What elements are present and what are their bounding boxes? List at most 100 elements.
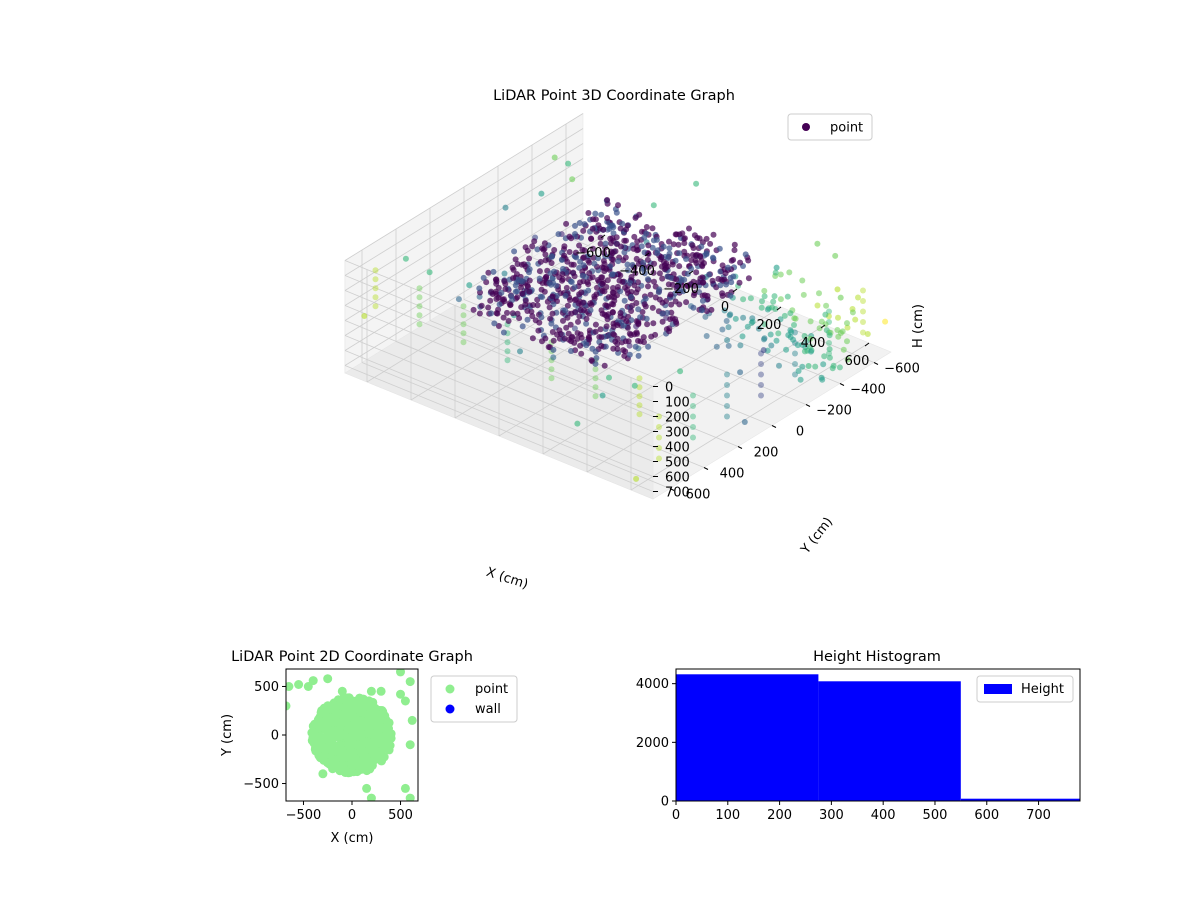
- chart-3d-point: [589, 225, 596, 232]
- chart-3d-point: [681, 235, 688, 242]
- chart-3d-point: [826, 340, 832, 346]
- chart-3d-point: [787, 334, 794, 340]
- chart-3d-point: [644, 256, 651, 263]
- chart-3d-point: [634, 247, 641, 254]
- chart-3d-point: [402, 255, 409, 262]
- chart-3d-point: [770, 298, 777, 305]
- chart-3d-point: [773, 264, 780, 271]
- chart-2d-point: [396, 669, 405, 677]
- chart-3d-point: [690, 424, 696, 430]
- chart-2d-point: [355, 717, 365, 727]
- chart-3d-point: [549, 275, 556, 282]
- chart-3d-point: [460, 330, 467, 337]
- chart-3d-point: [500, 314, 507, 321]
- chart-3d-point: [542, 335, 549, 342]
- chart-3d-point: [549, 329, 556, 335]
- chart-3d-point: [668, 301, 675, 308]
- chart-3d-point: [514, 288, 521, 295]
- chart-3d-point: [727, 292, 734, 299]
- chart-3d-point: [599, 392, 606, 399]
- chart-hist-xtick-label: 700: [1026, 808, 1051, 823]
- chart-3d-point: [663, 260, 670, 267]
- chart-3d-point: [619, 220, 626, 227]
- chart-3d-point: [695, 279, 702, 286]
- chart-3d-point: [504, 339, 511, 346]
- chart-2d-point: [367, 708, 377, 718]
- chart-3d-point: [602, 343, 609, 350]
- chart-3d-point: [732, 315, 739, 322]
- chart-2d-ylabel: Y (cm): [220, 714, 235, 757]
- chart-3d-point: [572, 222, 578, 229]
- chart-3d-point: [651, 278, 657, 285]
- chart-3d-gridline-z: [344, 188, 584, 336]
- chart-hist: Height Histogram 0 100 200 300 400 500 600 7000…: [636, 649, 1081, 823]
- chart-3d-point: [580, 254, 587, 261]
- chart-3d-point: [626, 342, 633, 349]
- chart-3d-point: [658, 254, 665, 261]
- chart-3d-point: [599, 274, 606, 281]
- chart-3d-point: [526, 266, 533, 273]
- chart-3d-point: [761, 335, 768, 342]
- chart-3d-xtick: [864, 342, 870, 347]
- chart-3d-point: [656, 455, 662, 462]
- chart-3d-point: [542, 257, 549, 264]
- chart-3d-point: [504, 348, 511, 355]
- chart-3d-point: [684, 282, 691, 289]
- chart-hist-title: Height Histogram: [813, 649, 941, 665]
- chart-3d-point: [549, 310, 556, 317]
- chart-3d-point: [609, 271, 616, 278]
- chart-3d-point: [615, 202, 621, 209]
- chart-3d-point: [721, 276, 728, 283]
- chart-3d-point: [583, 342, 590, 349]
- chart-2d-point: [337, 746, 347, 756]
- chart-3d-point: [683, 299, 690, 306]
- chart-3d-point: [822, 311, 829, 318]
- chart-3d-point: [516, 315, 523, 322]
- chart-3d-point: [651, 260, 658, 267]
- chart-3d-point: [844, 324, 851, 331]
- chart-3d-point: [864, 331, 871, 337]
- chart-3d-point: [783, 346, 790, 353]
- chart-3d-point: [623, 226, 630, 233]
- chart-3d-point: [636, 411, 643, 418]
- chart-3d-point: [548, 375, 555, 382]
- chart-2d-point: [375, 715, 385, 725]
- chart-3d-point: [532, 317, 539, 324]
- chart-3d-title: LiDAR Point 3D Coordinate Graph: [493, 88, 735, 104]
- chart-3d: LiDAR Point 3D Coordinate Graph −600 −400…: [344, 88, 926, 592]
- chart-3d-point: [715, 275, 722, 282]
- chart-hist-xtick-label: 500: [923, 808, 948, 823]
- chart-3d-point: [553, 282, 560, 289]
- chart-3d-point: [690, 434, 696, 441]
- chart-3d-point: [724, 413, 730, 420]
- chart-3d-point: [550, 354, 557, 361]
- chart-2d-points: [286, 669, 417, 801]
- chart-3d-point: [488, 288, 495, 295]
- chart-3d-point: [593, 355, 600, 361]
- chart-3d-point: [816, 290, 822, 297]
- chart-3d-point: [639, 265, 646, 272]
- chart-3d-point: [512, 282, 519, 289]
- chart-3d-point: [713, 343, 720, 350]
- chart-3d-point: [786, 269, 793, 276]
- chart-3d-point: [755, 325, 762, 332]
- chart-3d-point: [777, 316, 784, 323]
- chart-3d-point: [736, 279, 743, 286]
- chart-3d-point: [460, 312, 467, 319]
- chart-3d-point: [722, 270, 729, 277]
- chart-3d-ztick-label: 200: [665, 411, 690, 426]
- chart-3d-point: [416, 312, 423, 319]
- chart-3d-point: [707, 240, 714, 247]
- chart-3d-ytick-label: 400: [720, 467, 745, 482]
- chart-3d-point: [560, 317, 566, 324]
- chart-3d-gridline-z: [344, 335, 654, 462]
- chart-3d-point: [608, 240, 614, 247]
- chart-3d-point: [587, 300, 594, 307]
- chart-3d-point: [610, 230, 617, 237]
- chart-3d-point: [776, 362, 782, 369]
- chart-3d-point: [590, 245, 596, 252]
- chart-3d-point: [605, 294, 612, 301]
- chart-3d-point: [638, 243, 645, 250]
- chart-3d-ytick: [703, 467, 709, 470]
- chart-3d-point: [676, 250, 683, 257]
